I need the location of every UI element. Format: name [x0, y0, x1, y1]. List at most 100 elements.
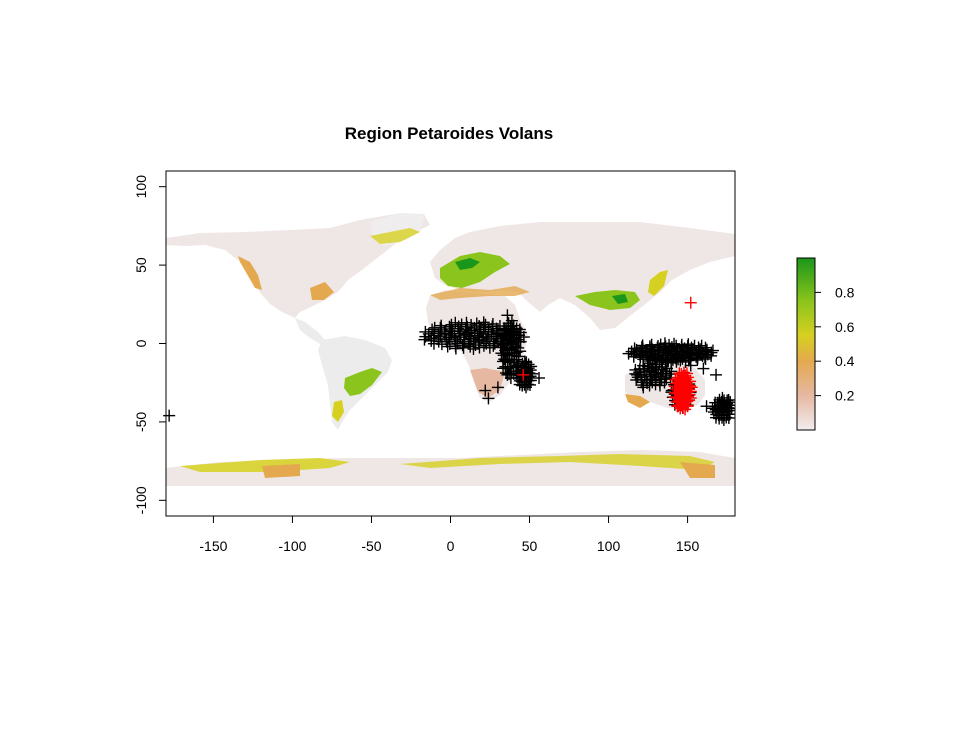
occurrence-marker — [510, 322, 523, 335]
occurrence-marker — [637, 359, 650, 372]
occurrence-marker — [643, 340, 656, 353]
occurrence-marker — [507, 319, 520, 332]
occurrence-marker — [465, 332, 478, 345]
occurrence-marker — [418, 333, 431, 346]
occurrence-marker — [695, 339, 708, 352]
occurrence-marker — [477, 316, 490, 329]
occurrence-marker — [435, 319, 448, 332]
occurrence-marker — [658, 337, 671, 350]
x-tick-label: -100 — [278, 538, 306, 554]
occurrence-marker — [691, 354, 704, 367]
occurrence-marker — [513, 335, 526, 348]
colorbar-tick-label: 0.8 — [835, 284, 855, 300]
occurrence-marker-red — [517, 368, 530, 381]
occurrence-marker-red — [679, 403, 692, 416]
y-tick-label: -100 — [133, 486, 149, 514]
highlight-south-america-tip — [332, 400, 344, 422]
occurrence-marker — [636, 339, 649, 352]
x-tick-label: 50 — [522, 538, 538, 554]
occurrence-marker — [426, 323, 439, 336]
occurrence-marker — [630, 343, 643, 356]
occurrence-marker — [500, 367, 513, 380]
y-tick-label: 100 — [133, 175, 149, 199]
occurrence-marker — [486, 317, 499, 330]
occurrence-marker — [684, 359, 697, 372]
occurrence-marker — [163, 409, 176, 422]
occurrence-marker — [724, 396, 735, 409]
occurrence-marker — [635, 376, 648, 389]
x-tick-label: 150 — [676, 538, 700, 554]
occurrence-marker — [625, 345, 638, 358]
highlight-antarctica-edge — [180, 458, 350, 472]
occurrence-marker — [514, 345, 527, 358]
occurrence-marker — [710, 368, 723, 381]
occurrence-marker-red — [674, 402, 687, 415]
colorbar-tick-label: 0.4 — [835, 353, 855, 369]
occurrence-marker — [518, 355, 531, 368]
occurrence-marker — [512, 361, 525, 374]
occurrence-marker — [451, 337, 464, 350]
occurrence-marker — [513, 378, 526, 391]
occurrence-marker-red — [678, 381, 691, 394]
occurrence-marker — [444, 324, 457, 337]
occurrence-marker — [646, 353, 659, 366]
occurrence-marker-red — [684, 296, 697, 309]
highlight-japan — [648, 270, 668, 296]
highlight-antarctica-west-orange — [262, 464, 300, 478]
colorbar-ticks: 0.2 0.4 0.6 0.8 — [815, 284, 855, 404]
occurrence-marker — [705, 349, 718, 362]
occurrence-marker — [629, 363, 642, 376]
occurrence-marker-red — [684, 375, 697, 388]
occurrence-marker — [697, 362, 710, 375]
x-tick-label: 0 — [447, 538, 455, 554]
occurrence-marker — [482, 392, 495, 405]
occurrence-points-red — [517, 296, 698, 416]
occurrence-marker — [513, 323, 526, 336]
occurrence-marker-red — [681, 400, 694, 413]
occurrence-marker-red — [684, 391, 697, 404]
occurrence-marker — [526, 367, 539, 380]
highlight-europe-dark — [455, 258, 480, 270]
highlight-africa-south — [470, 368, 505, 398]
occurrence-marker — [427, 337, 440, 350]
occurrence-marker — [706, 344, 719, 357]
occurrence-marker — [464, 340, 477, 353]
occurrence-marker — [654, 379, 667, 392]
occurrence-marker — [520, 356, 533, 369]
occurrence-marker — [725, 402, 735, 415]
occurrence-marker — [491, 381, 504, 394]
occurrence-marker — [491, 328, 504, 341]
occurrence-marker — [419, 325, 432, 338]
colorbar-tick-label: 0.2 — [835, 388, 855, 404]
occurrence-marker — [622, 347, 635, 360]
occurrence-marker — [510, 367, 523, 380]
occurrence-marker — [502, 317, 515, 330]
occurrence-marker — [517, 331, 530, 344]
landmass-central-america — [295, 318, 325, 344]
occurrence-marker — [627, 350, 640, 363]
occurrence-marker — [467, 342, 480, 355]
highlight-mediterranean-line — [430, 286, 530, 300]
occurrence-marker — [682, 338, 695, 351]
occurrence-marker — [473, 341, 486, 354]
occurrence-marker — [717, 414, 730, 427]
occurrence-marker — [460, 316, 473, 329]
y-tick-label: 50 — [133, 257, 149, 273]
highlight-west-coast — [238, 256, 262, 290]
occurrence-marker — [483, 341, 496, 354]
occurrence-marker — [533, 372, 546, 384]
occurrence-marker — [497, 362, 510, 375]
occurrence-marker — [449, 342, 462, 355]
y-tick-label: 0 — [133, 339, 149, 347]
colorbar — [796, 257, 816, 431]
occurrence-marker — [700, 400, 713, 413]
highlight-east-coast — [310, 282, 334, 300]
x-axis: -150 -100 -50 0 50 100 150 — [199, 516, 699, 554]
occurrence-marker — [520, 375, 533, 388]
highlight-europe — [440, 252, 510, 288]
highlight-antarctica-east-orange — [680, 462, 715, 478]
occurrence-marker — [455, 318, 468, 331]
landmass-north-america — [166, 214, 430, 318]
occurrence-marker — [645, 338, 658, 351]
